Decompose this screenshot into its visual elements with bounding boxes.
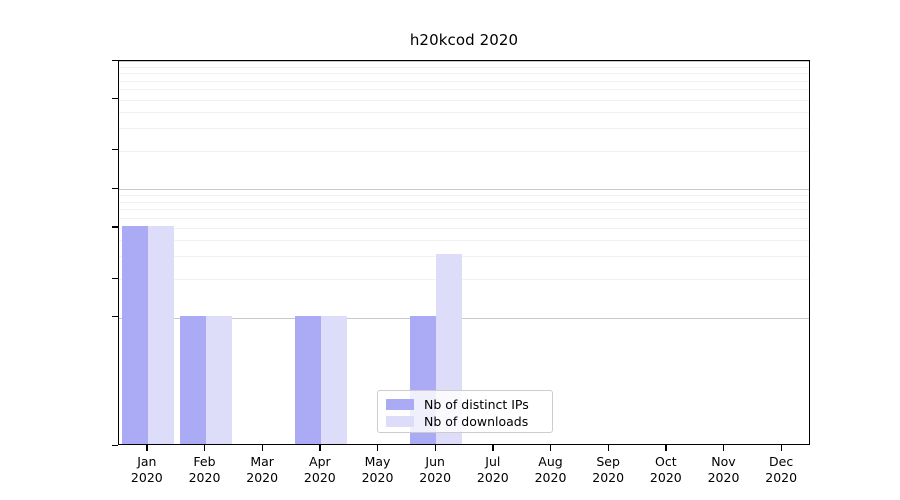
bar-distinct-ips <box>294 315 321 444</box>
x-tick-mark <box>319 445 321 451</box>
legend-swatch-icon <box>386 415 414 427</box>
x-tick-label: Feb 2020 <box>188 454 221 485</box>
gridline-major <box>119 317 809 319</box>
gridline-minor <box>119 112 809 114</box>
x-tick-mark <box>665 445 667 451</box>
x-tick-mark <box>780 445 782 451</box>
x-tick-label: Aug 2020 <box>534 454 567 485</box>
y-tick-mark <box>112 444 118 446</box>
x-tick-mark <box>549 445 552 451</box>
gridline-minor <box>119 73 809 75</box>
legend-label: Nb of downloads <box>424 413 529 429</box>
gridline-minor <box>119 66 809 68</box>
gridline-minor <box>119 201 809 203</box>
x-tick-mark <box>722 445 725 451</box>
x-tick-label: Jun 2020 <box>419 454 452 485</box>
legend-swatch-icon <box>386 398 414 410</box>
y-tick-mark <box>112 187 118 190</box>
gridline-minor <box>119 150 809 152</box>
legend-item[interactable]: Nb of distinct IPs <box>386 396 546 412</box>
bar-downloads <box>320 315 347 444</box>
gridline-minor <box>119 89 809 91</box>
y-tick-mark <box>112 98 118 100</box>
x-tick-label: Nov 2020 <box>707 454 740 485</box>
x-tick-label: Apr 2020 <box>303 454 336 485</box>
x-tick-label: Dec 2020 <box>765 454 798 485</box>
gridline-minor <box>119 279 809 281</box>
y-tick-mark <box>112 59 118 61</box>
y-tick-mark <box>112 149 118 151</box>
x-tick-label: Jan 2020 <box>130 454 163 485</box>
legend-label: Nb of distinct IPs <box>424 396 529 412</box>
gridline-major <box>119 61 809 62</box>
x-tick-mark <box>607 445 609 451</box>
gridline-minor <box>119 195 809 197</box>
chart-title: h20kcod 2020 <box>409 31 519 49</box>
y-tick-mark <box>112 277 118 279</box>
gridline-minor <box>119 128 809 130</box>
legend[interactable]: Nb of distinct IPs Nb of downloads <box>377 390 553 433</box>
gridline-minor <box>119 227 809 229</box>
x-tick-mark <box>146 445 148 451</box>
bar-downloads <box>147 225 174 444</box>
x-tick-mark <box>492 445 494 451</box>
x-tick-label: May 2020 <box>361 454 394 485</box>
plot-area <box>118 60 810 445</box>
x-tick-mark <box>203 445 206 451</box>
x-tick-mark <box>434 445 436 451</box>
x-tick-label: Jul 2020 <box>476 454 509 485</box>
gridline-minor <box>119 240 809 242</box>
gridline-major <box>119 189 809 191</box>
x-tick-label: Sep 2020 <box>592 454 625 485</box>
bar-distinct-ips <box>179 315 206 444</box>
bar-distinct-ips <box>121 225 148 444</box>
gridline-minor <box>119 256 809 258</box>
x-tick-label: Mar 2020 <box>246 454 279 485</box>
bar-downloads <box>205 315 232 444</box>
x-tick-mark <box>261 445 263 451</box>
legend-item[interactable]: Nb of downloads <box>386 413 546 429</box>
y-tick-mark <box>112 316 118 318</box>
y-tick-mark <box>112 226 118 228</box>
gridline-minor <box>119 99 809 101</box>
gridline-minor <box>119 80 809 82</box>
gridline-minor <box>119 217 809 219</box>
gridline-minor <box>119 209 809 211</box>
x-tick-label: Oct 2020 <box>649 454 682 485</box>
x-tick-mark <box>376 445 379 451</box>
